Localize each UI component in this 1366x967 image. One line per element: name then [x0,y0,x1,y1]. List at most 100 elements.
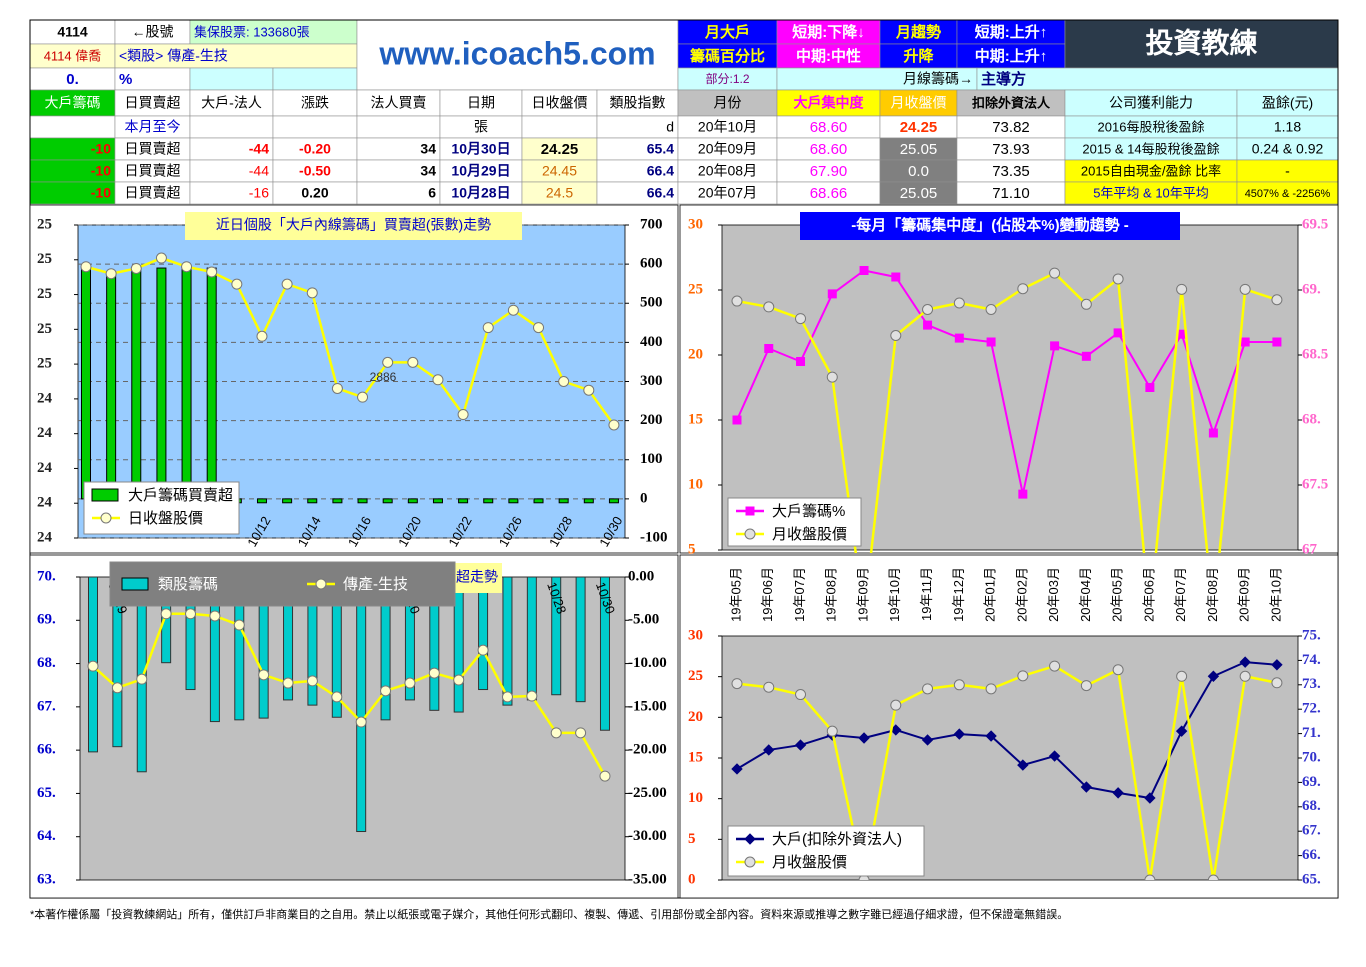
tick-label: 24 [37,495,53,511]
table-cell [189,67,274,91]
marker [130,262,142,274]
marker [1145,383,1155,392]
marker [986,337,996,347]
tick-label: 200 [640,412,663,428]
tick-label: 5 [688,541,696,557]
marker [533,322,545,334]
line [85,256,615,426]
cell-text: 0.20 [301,185,328,201]
marker [794,739,807,751]
table-cell [956,89,1066,117]
marker [827,289,837,299]
marker [921,734,934,746]
marker [453,674,465,686]
cell-text: 短期:上升↑ [975,23,1048,41]
bar [185,577,196,691]
title-box [452,563,502,593]
tick-label: 71. [1302,725,1321,741]
marker [953,728,966,740]
bar [112,577,123,748]
cell-text: 25.05 [900,185,938,202]
marker [1271,677,1283,689]
marker [744,528,756,540]
cell-text: 部分:1.2 [705,71,749,86]
table-cell [356,89,441,117]
tick-label: -100 [640,529,668,545]
marker [1018,489,1028,499]
marker [953,297,965,309]
x-tick-label: 19年08月 [824,567,839,622]
cell-text: 日買賣超 [125,141,181,157]
cell-text: 24.25 [900,119,938,136]
marker [233,619,245,631]
bar [332,498,343,504]
table-cell [879,43,958,69]
tick-label: 25 [688,281,703,297]
cell-text: ←股號 [132,24,174,40]
bar [357,498,368,504]
cell-text: 0.0 [908,163,929,180]
x-tick-label: 20年10月 [1268,567,1283,622]
bar [508,498,519,504]
bar [181,268,192,500]
cell-text: 34 [420,163,436,179]
marker [482,322,494,334]
bar [283,577,294,701]
tick-label: 66. [37,742,56,758]
tick-label: 10 [688,476,703,492]
tick-label: 24 [37,529,53,545]
tick-label: 15 [688,411,703,427]
series-layer [87,577,611,833]
x-tick-label: 20年03月 [1046,567,1061,622]
marker [256,330,268,342]
line [736,271,1278,553]
cell-text: - [1285,163,1290,179]
marker [1207,670,1220,682]
tick-label: -10.00 [628,655,667,671]
cell-text: % [119,71,132,88]
bar [161,577,172,664]
marker [315,578,327,590]
table-cell [677,89,778,117]
cell-text: 中期:上升↑ [975,47,1048,65]
marker [355,716,367,728]
table-cell [879,89,958,117]
bar [404,577,415,701]
bar [432,498,443,504]
bar [583,498,594,504]
marker [1271,294,1283,306]
bar [131,269,142,500]
table-cell [879,19,958,45]
marker [281,278,293,290]
cell-text: 10月29日 [451,163,510,179]
series-layer [731,266,1283,553]
title-box [185,212,522,240]
marker [306,287,318,299]
bar [81,267,91,500]
tick-label: 69. [37,612,56,628]
bar [307,577,318,706]
cell-text: 月線籌碼→ [903,71,973,87]
cell-text: 25.05 [900,141,938,158]
bar [380,577,391,721]
cell-text: 2016每股稅後盈餘 [1098,119,1205,134]
bar [209,577,220,723]
marker [985,683,997,695]
table-cell [29,19,116,45]
cell-text: 月份 [714,95,742,111]
cell-text: 0. [66,71,79,88]
cell-text: -16 [249,185,269,201]
legend-label: 大戶(扣除外資法人) [772,831,902,848]
bar [234,577,245,721]
bar [458,498,469,504]
marker [826,725,838,737]
cell-text: 24.25 [541,141,579,158]
cell-text: 本月至今 [125,119,181,135]
cell-text: 張 [474,119,488,135]
series-layer [731,656,1283,880]
cell-text: 類股指數 [610,95,666,111]
marker [796,357,806,366]
tick-label: 24 [37,425,53,441]
table-cell [677,19,778,45]
cell-text: 籌碼百分比 [690,47,765,65]
